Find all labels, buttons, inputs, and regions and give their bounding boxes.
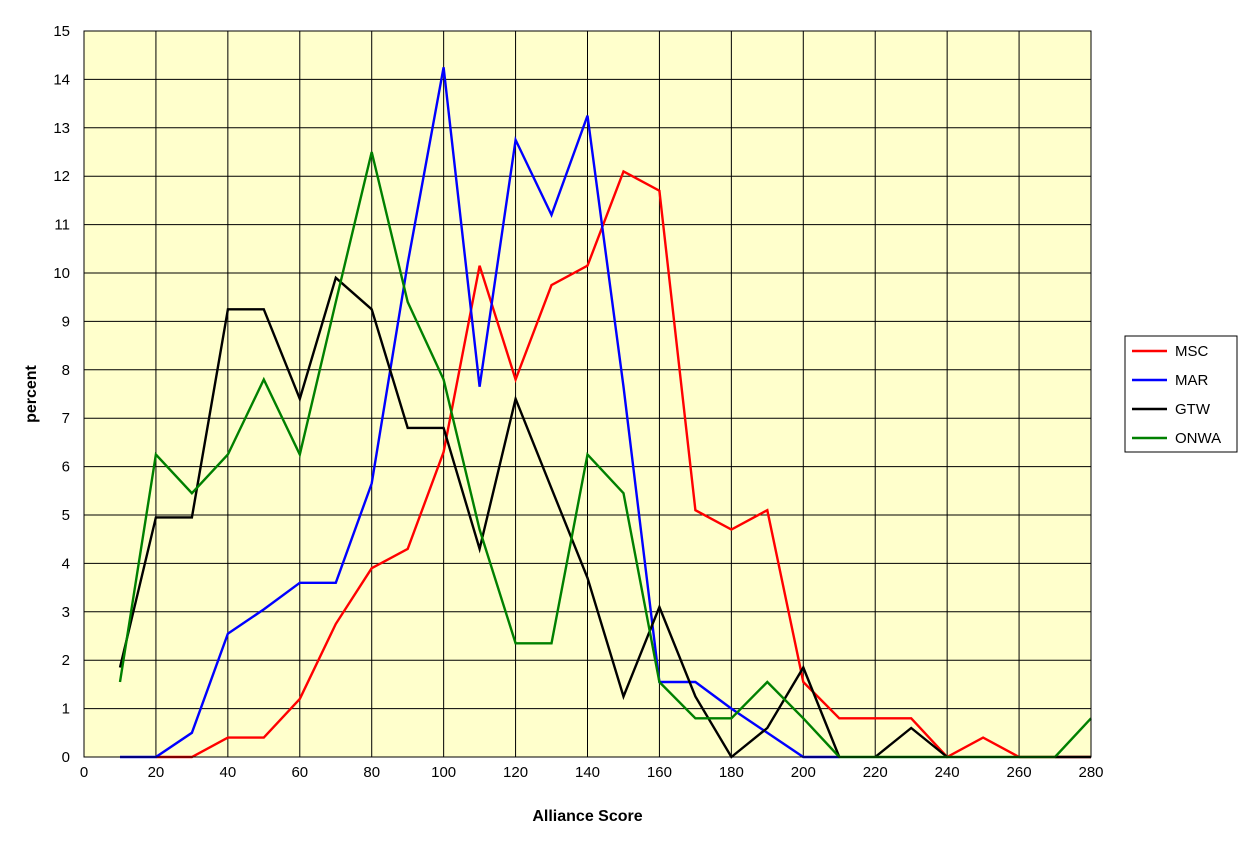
y-axis-title: percent (23, 364, 40, 422)
legend-label-gtw: GTW (1175, 401, 1211, 418)
y-tick-label: 14 (53, 71, 70, 88)
y-tick-label: 6 (62, 459, 70, 476)
x-tick-label: 0 (80, 764, 88, 781)
legend-label-onwa: ONWA (1175, 430, 1221, 447)
y-tick-label: 2 (62, 652, 70, 669)
x-tick-label: 280 (1078, 764, 1103, 781)
y-tick-label: 1 (62, 701, 70, 718)
x-tick-label: 260 (1007, 764, 1032, 781)
x-axis-title: Alliance Score (532, 808, 642, 825)
x-tick-label: 80 (363, 764, 380, 781)
series-line-gtw (874, 726, 948, 758)
x-tick-label: 240 (935, 764, 960, 781)
x-tick-label: 60 (291, 764, 308, 781)
y-tick-label: 13 (53, 120, 70, 137)
y-tick-label: 12 (53, 168, 70, 185)
series-msc (155, 169, 1091, 759)
gridlines (83, 30, 1092, 758)
series-line-msc (155, 169, 1091, 759)
y-tick-label: 0 (62, 749, 70, 766)
x-tick-label: 40 (220, 764, 237, 781)
x-tick-label: 220 (863, 764, 888, 781)
x-tick-label: 140 (575, 764, 600, 781)
y-tick-label: 9 (62, 313, 70, 330)
y-tick-label: 11 (54, 217, 70, 234)
x-tick-label: 160 (647, 764, 672, 781)
y-tick-label: 3 (62, 604, 70, 621)
x-tick-label: 120 (503, 764, 528, 781)
x-tick-label: 200 (791, 764, 816, 781)
x-tick-label: 180 (719, 764, 744, 781)
series-line-gtw (118, 275, 841, 759)
x-tick-labels: 0 20 40 60 80 100 120 140 160 180 200 220 240 260 280 (80, 764, 1104, 781)
legend: MSC MAR GTW ONWA (1124, 335, 1238, 453)
y-tick-label: 8 (62, 362, 70, 379)
series-line-mar (120, 67, 840, 759)
plot-frame (83, 30, 1092, 758)
y-tick-label: 7 (62, 410, 70, 427)
y-tick-label: 10 (53, 265, 70, 282)
y-tick-label: 15 (53, 23, 70, 40)
legend-label-msc: MSC (1175, 343, 1209, 360)
x-tick-label: 100 (431, 764, 456, 781)
legend-box (1124, 335, 1238, 453)
series-mar (120, 67, 840, 759)
y-tick-label: 4 (62, 555, 70, 572)
y-tick-label: 5 (62, 507, 70, 524)
legend-label-mar: MAR (1175, 372, 1209, 389)
x-tick-label: 20 (148, 764, 165, 781)
